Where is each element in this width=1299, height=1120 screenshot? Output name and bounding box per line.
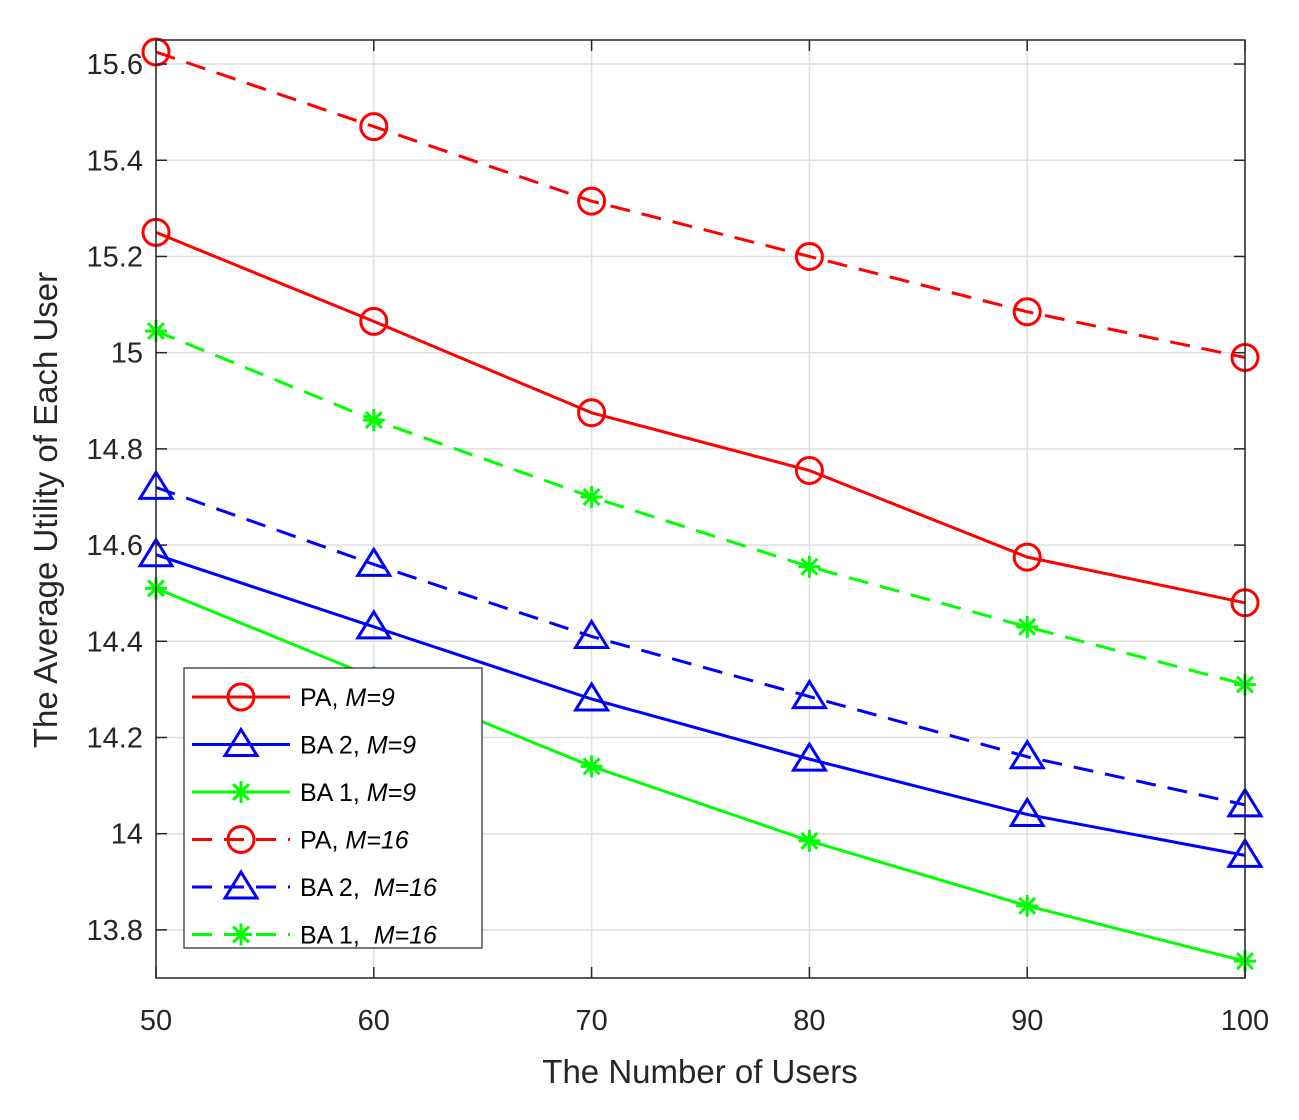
legend-entry-6: BA 1, M=16 [192, 922, 437, 950]
legend-label: PA, M=16 [300, 827, 409, 855]
legend-marker [226, 825, 256, 854]
legend-label-italic: M=9 [367, 779, 416, 807]
series-4 [141, 37, 1260, 372]
legend-entry-5: BA 2, M=16 [192, 869, 437, 902]
series-line [155, 329, 1246, 687]
legend-label: BA 2, M=16 [300, 874, 437, 902]
legend-marker [222, 726, 260, 757]
legend-label-main: PA, [300, 827, 345, 855]
legend-entry-3: BA 1, M=9 [192, 779, 416, 807]
legend-label-main: BA 1, [300, 922, 374, 950]
legend-label-main: BA 2, [300, 874, 374, 902]
legend-entry-4: PA, M=16 [192, 825, 409, 855]
data-point-marker [798, 829, 821, 852]
data-point-marker [355, 546, 393, 577]
x-tick-label: 70 [575, 1005, 607, 1037]
data-point-marker [1012, 297, 1042, 327]
y-tick-label: 14.4 [87, 626, 143, 658]
data-point-marker [1016, 615, 1039, 638]
legend-marker [230, 923, 252, 946]
legend-box [183, 667, 483, 949]
data-point-marker [362, 409, 385, 432]
legend-label: BA 1, M=16 [300, 922, 437, 950]
data-point-marker [359, 306, 389, 336]
x-tick-label: 80 [793, 1005, 825, 1037]
legend-entry-2: BA 2, M=9 [192, 726, 416, 760]
y-tick-label: 14.2 [87, 722, 143, 754]
series-line [155, 485, 1246, 807]
series-line [155, 231, 1246, 605]
data-point-marker [794, 241, 824, 271]
x-tick-label: 50 [140, 1005, 172, 1037]
axes-box [155, 39, 1246, 979]
data-point-marker [577, 186, 607, 216]
legend-marker [222, 869, 260, 900]
data-point-marker [359, 112, 389, 142]
legend-label-italic: M=9 [345, 684, 394, 712]
legend-label-main: BA 2, [300, 732, 367, 760]
legend-label-italic: M=9 [367, 732, 416, 760]
y-tick-label: 14.8 [87, 434, 143, 466]
series-line [155, 586, 1246, 963]
y-tick-label: 15 [111, 338, 143, 370]
data-point-marker [790, 741, 829, 772]
legend-label: BA 1, M=9 [300, 779, 416, 807]
data-point-marker [1008, 796, 1046, 827]
legend-label-italic: M=16 [345, 827, 408, 855]
data-point-marker [572, 681, 611, 712]
legend-label-italic: M=16 [374, 922, 437, 950]
data-point-marker [580, 485, 603, 508]
data-point-marker [1016, 894, 1039, 917]
data-point-marker [355, 608, 393, 640]
tick-marks [155, 40, 1246, 978]
legend-marker [230, 781, 252, 803]
x-tick-label: 60 [358, 1005, 390, 1037]
data-point-marker [790, 678, 829, 710]
series-line [155, 50, 1246, 359]
x-axis-title: The Number of Users [542, 1053, 857, 1090]
legend-label: PA, M=9 [300, 684, 395, 712]
series-line [155, 553, 1246, 857]
y-tick-label: 15.2 [87, 241, 143, 273]
data-point-marker [577, 398, 607, 428]
y-tick-label: 14.6 [87, 530, 143, 562]
y-tick-label: 13.8 [87, 915, 143, 947]
y-tick-label: 15.4 [87, 145, 143, 177]
legend-marker [226, 682, 256, 712]
y-axis-title: The Average Utility of Each User [27, 272, 64, 748]
legend-label-main: PA, [300, 684, 345, 712]
legend-entry-1: PA, M=9 [192, 682, 395, 712]
data-point-marker [794, 456, 824, 486]
y-tick-label: 14 [111, 819, 143, 851]
x-tick-label: 90 [1011, 1005, 1043, 1037]
y-tick-label: 15.6 [87, 49, 143, 81]
x-tick-label: 100 [1221, 1005, 1269, 1037]
tick-labels: 50 60 70 80 90 100 13.8 14 14.2 14.4 14.6 14.8 15 15.… [87, 49, 1270, 1037]
legend-label-main: BA 1, [300, 779, 367, 807]
data-point-marker [798, 555, 821, 578]
data-point-marker [1008, 738, 1046, 770]
data-point-marker [572, 618, 611, 649]
series-layer [137, 37, 1264, 973]
legend-label-italic: M=16 [374, 874, 437, 902]
data-point-marker [580, 755, 603, 778]
data-point-marker [1012, 542, 1042, 572]
legend-label: BA 2, M=9 [300, 732, 416, 760]
